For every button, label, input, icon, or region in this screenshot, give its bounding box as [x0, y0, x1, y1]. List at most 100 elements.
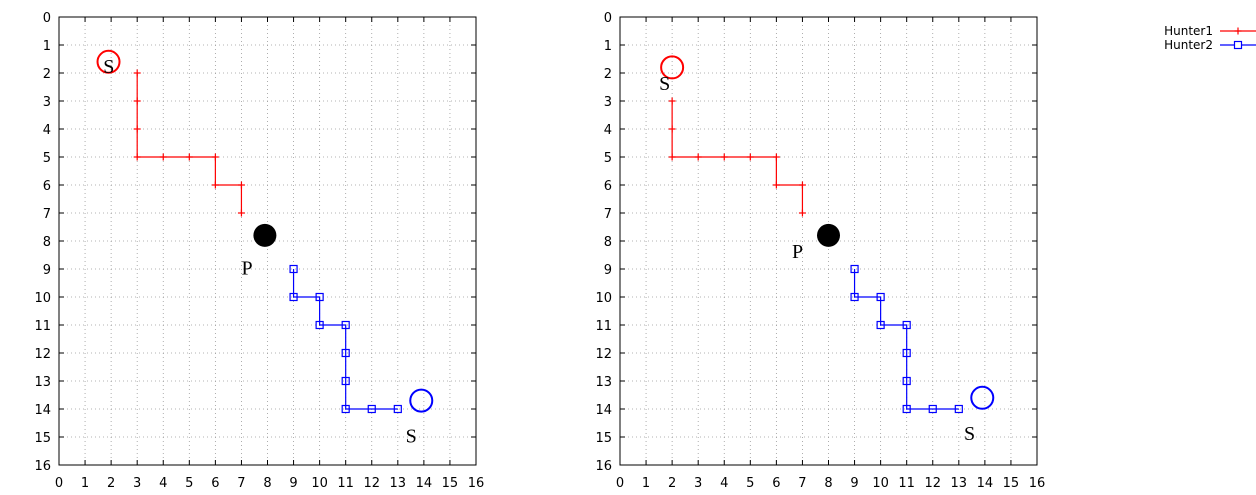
prey-dot-marker [817, 223, 840, 247]
x-tick-label: 0 [616, 476, 624, 491]
x-tick-label: 16 [468, 476, 485, 491]
y-tick-label: 2 [604, 67, 612, 82]
x-tick-label: 9 [289, 476, 297, 491]
y-tick-label: 10 [34, 291, 51, 306]
y-tick-label: 13 [34, 375, 51, 390]
x-tick-label: 6 [211, 476, 219, 491]
series-hunter2-line [292, 269, 398, 410]
x-tick-label: 5 [185, 476, 193, 491]
series-hunter2-point [954, 404, 963, 414]
x-tick-label: 15 [442, 476, 459, 491]
x-tick-label: 4 [159, 476, 167, 491]
x-tick-label: 12 [924, 476, 941, 491]
x-tick-label: 7 [237, 476, 245, 491]
x-tick-label: 3 [133, 476, 141, 491]
x-tick-label: 8 [824, 476, 832, 491]
plot-right: 0 1 2 3 4 5 6 7 8 9 10 11 12 13 14 15 160123456789101112… [595, 11, 1045, 491]
annotation-label: S [406, 426, 417, 448]
x-tick-label: 4 [720, 476, 728, 491]
y-tick-label: 11 [34, 319, 51, 334]
x-tick-label: 7 [798, 476, 806, 491]
prey-dot-marker [253, 223, 277, 247]
series-hunter2-point [850, 264, 859, 274]
x-tick-label: 13 [951, 476, 968, 491]
x-tick-label: 15 [1003, 476, 1020, 491]
plot-left: 0 1 2 3 4 5 6 7 8 9 10 11 12 13 14 15 160123456789101112… [34, 11, 484, 491]
series-hunter2-point [902, 404, 911, 414]
series-hunter2-point [341, 320, 350, 330]
y-tick-label: 3 [43, 95, 51, 110]
y-tick-label: 6 [604, 179, 612, 194]
start-circle-marker [970, 385, 995, 410]
y-tick-label: 1 [604, 39, 612, 54]
x-tick-label: 5 [746, 476, 754, 491]
x-tick-label: 10 [311, 476, 328, 491]
x-tick-label: 12 [363, 476, 380, 491]
series-hunter2-point [341, 348, 350, 358]
y-tick-label: 6 [43, 179, 51, 194]
x-tick-label: 1 [642, 476, 650, 491]
y-tick-label: 11 [595, 319, 612, 334]
y-tick-label: 3 [604, 95, 612, 110]
annotation-label: P [792, 241, 803, 263]
x-tick-label: 1 [81, 476, 89, 491]
y-tick-label: 5 [43, 151, 51, 166]
x-tick-label: 13 [390, 476, 407, 491]
annotation-label: S [964, 423, 975, 445]
series-hunter1-line [136, 73, 243, 213]
x-tick-label: 10 [872, 476, 889, 491]
x-tick-label: 14 [977, 476, 994, 491]
x-tick-label: 2 [668, 476, 676, 491]
y-tick-label: 0 [43, 11, 51, 26]
y-tick-label: 15 [595, 431, 612, 446]
x-tick-label: 9 [850, 476, 858, 491]
series-hunter2-point [341, 376, 350, 386]
x-tick-label: 2 [107, 476, 115, 491]
y-tick-label: 16 [34, 459, 51, 474]
series-hunter2-point [876, 320, 885, 330]
y-tick-label: 5 [604, 151, 612, 166]
series-hunter2-point [902, 376, 911, 386]
series-hunter2-line [853, 269, 959, 410]
y-tick-label: 14 [34, 403, 51, 418]
start-circle-marker [660, 55, 685, 80]
series-hunter2-point [850, 292, 859, 302]
y-tick-label: 10 [595, 291, 612, 306]
legend-marker [1233, 40, 1243, 50]
legend-label: Hunter1 [1164, 24, 1213, 38]
y-tick-label: 9 [604, 263, 612, 278]
annotation-label: S [659, 73, 670, 95]
annotation-label: P [241, 258, 252, 280]
start-circle-marker [409, 388, 434, 413]
y-tick-label: 7 [43, 207, 51, 222]
y-tick-label: 12 [34, 347, 51, 362]
series-hunter2-point [289, 264, 298, 274]
legend-label: Hunter2 [1164, 38, 1213, 52]
y-tick-label: 12 [595, 347, 612, 362]
y-tick-label: 4 [604, 123, 612, 138]
x-tick-label: 11 [898, 476, 915, 491]
series-hunter2-point [393, 404, 402, 414]
series-hunter2-point [315, 292, 324, 302]
y-tick-label: 9 [43, 263, 51, 278]
x-tick-label: 16 [1029, 476, 1046, 491]
y-tick-label: 1 [43, 39, 51, 54]
start-circle-marker [96, 49, 121, 74]
series-hunter2-point [928, 404, 937, 414]
y-tick-label: 14 [595, 403, 612, 418]
series-hunter2-point [341, 404, 350, 414]
series-hunter2-point [902, 348, 911, 358]
y-tick-label: 7 [604, 207, 612, 222]
series-hunter2-point [902, 320, 911, 330]
series-hunter2-point [315, 320, 324, 330]
y-tick-label: 13 [595, 375, 612, 390]
y-tick-label: 15 [34, 431, 51, 446]
x-tick-label: 0 [55, 476, 63, 491]
annotation-label: S [103, 56, 114, 78]
x-tick-label: 14 [416, 476, 433, 491]
y-tick-label: 4 [43, 123, 51, 138]
series-hunter2-point [876, 292, 885, 302]
series-hunter2-point [367, 404, 376, 414]
